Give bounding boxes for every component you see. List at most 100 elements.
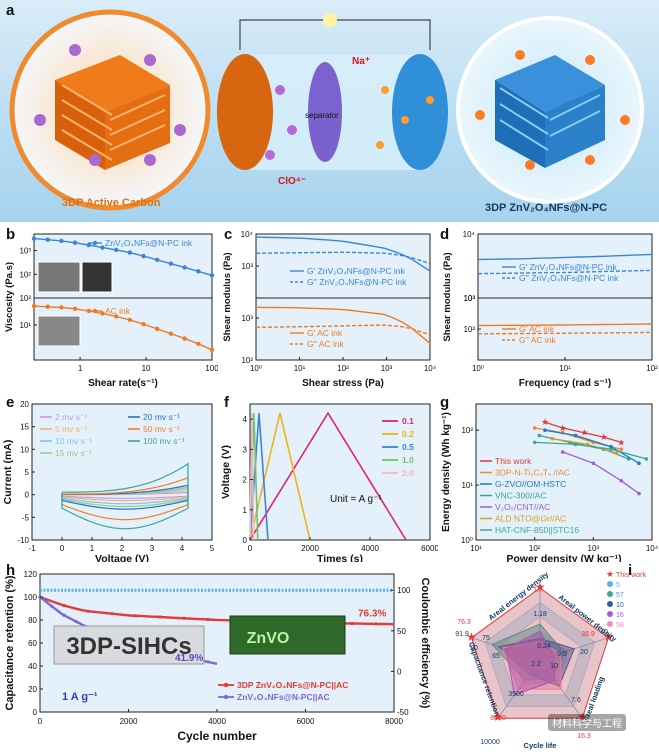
ion-markers-left: [34, 44, 186, 166]
ragone-line-0: [544, 421, 622, 444]
orange-lattice: [55, 55, 170, 170]
y-axis-title: Shear modulus (Pa): [222, 252, 233, 341]
ragone-star: ★: [559, 423, 567, 433]
end-label-2: 41.9%: [175, 653, 203, 664]
legend-label: G' ZnV₂O₄NFs@N-PC ink: [519, 262, 618, 272]
chart-e-cv: 2 mv s⁻¹ 5 mv s⁻¹ 10 mv s⁻¹ 15 mv s⁻¹ 20 mv …: [2, 400, 215, 562]
ion-markers-right: [475, 50, 630, 170]
radar-value: 75: [482, 635, 490, 642]
radar-polygon-4: [470, 587, 610, 719]
panel-label-a: a: [6, 2, 15, 19]
series-point-bottom-0: [59, 305, 64, 310]
ragone-point-2: [573, 433, 578, 438]
x-tick-label: 1: [78, 364, 83, 373]
inset-image-grid: [37, 261, 81, 293]
retention-point-1: [74, 619, 78, 624]
x-tick-label: 10⁰: [250, 364, 262, 373]
panel-label-e: e: [6, 394, 15, 411]
series-point-bottom-0: [196, 341, 201, 347]
series-line-bottom-1: [255, 324, 431, 336]
x-axis-title: Power density (W kg⁻¹): [506, 553, 621, 562]
series-point-bottom-0: [168, 331, 174, 336]
legend-label: AC ink: [105, 306, 131, 316]
x-tick-label: 10³: [588, 544, 600, 553]
radar-star: ★: [492, 710, 503, 724]
left-caption: 3DP Active Carbon: [62, 197, 161, 209]
gcd-curve-4: [249, 413, 255, 541]
panel-label-d: d: [440, 226, 450, 243]
x-axis-title: Shear stress (Pa): [302, 378, 384, 389]
series-point-top-0: [168, 261, 174, 266]
series-point-bottom-0: [127, 317, 133, 323]
y-tick-label: 10²: [463, 325, 475, 334]
plot-frame: [475, 403, 653, 541]
x-tick-label: 10³: [381, 364, 393, 373]
x-tick-label: 1: [90, 544, 95, 553]
ragone-point-2: [609, 444, 613, 449]
y-tick-label: 0: [243, 536, 248, 545]
legend-star: ★: [606, 569, 614, 579]
legend-label: This work: [495, 456, 532, 466]
legend-label: This work: [616, 572, 646, 579]
chart-g-ragone: ★ ★ ★ ★ ★ This work 3DP-N-Ti₃C₂Tₓ //ACG-ZVO//O…: [441, 403, 659, 562]
ragone-line-6: [534, 441, 647, 460]
y-tick-label: 20: [28, 685, 37, 694]
series-point-bottom-0: [31, 303, 37, 309]
y-tick-label: 1: [243, 506, 248, 515]
device: [217, 13, 448, 170]
ragone-point-5: [550, 436, 555, 441]
x-axis-title: Shear rate(s⁻¹): [88, 378, 158, 389]
legend-label: 20 mv s⁻¹: [143, 412, 180, 422]
x-tick-label: 10²: [337, 364, 349, 373]
ragone-point-4: [591, 461, 596, 466]
y-tick-label: 10²: [19, 294, 31, 303]
ragone-point-1: [619, 447, 624, 452]
separator-label: separator: [305, 111, 339, 120]
x-tick-label: 6000: [297, 717, 315, 726]
radar-star: ★: [535, 580, 546, 594]
radar-value: 16.3: [577, 733, 591, 740]
ragone-point-4: [619, 478, 624, 483]
legend-marker: [607, 581, 613, 587]
y-tick-label: 10³: [19, 247, 31, 256]
legend-label: 50 mv s⁻¹: [143, 424, 180, 434]
plot-bg: [250, 404, 430, 540]
ragone-point-4: [637, 491, 641, 496]
series-point-top-0: [113, 247, 119, 253]
legend-label: 3DP ZnV₂O₄NFs@N-PC||AC: [237, 680, 348, 690]
legend-label: 15 mv s⁻¹: [55, 448, 92, 458]
ragone-point-6: [532, 440, 537, 445]
radar-star: ★: [603, 630, 614, 644]
legend-marker: [607, 601, 613, 607]
y-tick-label: 5: [25, 468, 30, 477]
y-tick-label: 120: [24, 570, 38, 579]
radar-value: 2.2: [531, 661, 541, 668]
bottom-plot-frame: [33, 297, 213, 361]
inset-image-ac: [37, 315, 81, 347]
series-point-top-0: [209, 273, 215, 278]
ragone-line-4: [562, 451, 640, 495]
top-plot-bg: [256, 234, 430, 298]
x-tick-label: 4000: [208, 717, 226, 726]
y-tick-label: 10³: [241, 262, 253, 271]
legend-label: HAT-CNF-850||STC16: [495, 525, 579, 535]
x-tick-label: 5: [210, 544, 215, 553]
legend-marker: [607, 621, 613, 627]
radar-star: ★: [577, 710, 588, 724]
retention-point-0: [350, 621, 354, 626]
na-ion-label: Na⁺: [352, 56, 370, 67]
plot-bg: [32, 404, 212, 540]
legend-label: 16: [616, 612, 624, 619]
retention-point-0: [374, 622, 378, 626]
x-tick-label: 100: [205, 364, 218, 373]
ragone-point-5: [614, 451, 619, 456]
series-line-top-0: [477, 253, 653, 261]
y-tick-label: -5: [22, 513, 30, 522]
y-axis-title: Viscosity (Pa.s): [4, 262, 15, 332]
end-label-1: 76.3%: [358, 608, 386, 619]
legend-label: VNC-300//AC: [495, 491, 547, 501]
ragone-line-2: [544, 429, 640, 464]
legend-label: ZnV₂O₄NFs@N-PC ink: [105, 238, 193, 248]
series-point-bottom-0: [113, 314, 119, 319]
